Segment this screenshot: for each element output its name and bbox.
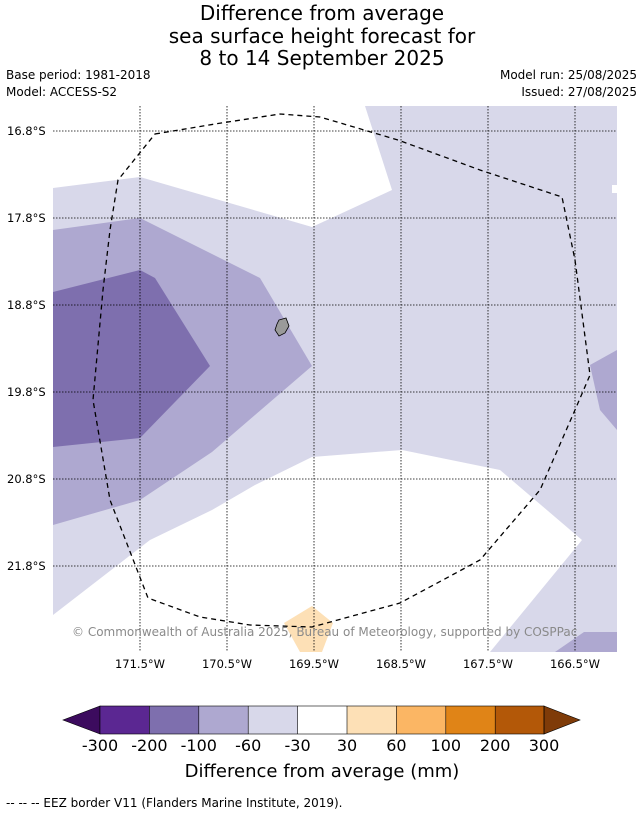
model-run: Model run: 25/08/2025 — [499, 68, 637, 82]
meta-right: Model run: 25/08/2025 Issued: 27/08/2025 — [500, 67, 637, 101]
colorbar-tick-9: 200 — [479, 736, 511, 755]
lon-label-2: 170.5°W — [201, 657, 253, 671]
title-line-3: 8 to 14 September 2025 — [199, 46, 445, 70]
colorbar-bin-9 — [495, 706, 544, 734]
eez-border-legend: -- -- -- EEZ border V11 (Flanders Marine… — [6, 796, 343, 810]
base-period: Base period: 1981-2018 — [6, 68, 151, 82]
lon-label-4: 168.5°W — [375, 657, 427, 671]
colorbar-bin-1 — [100, 706, 150, 734]
colorbar-tick-3: -100 — [180, 736, 217, 755]
lat-label-2: 17.8°S — [7, 211, 46, 225]
lon-label-5: 167.5°W — [462, 657, 514, 671]
meta-left: Base period: 1981-2018 Model: ACCESS-S2 — [6, 67, 151, 101]
field-near-average-north — [53, 106, 392, 227]
colorbar — [62, 705, 581, 735]
title-line-1: Difference from average — [199, 1, 445, 25]
model-name: Model: ACCESS-S2 — [6, 85, 118, 99]
niue-island-land — [274, 317, 290, 337]
colorbar-bin-2 — [149, 706, 199, 734]
lon-label-1: 171.5°W — [114, 657, 166, 671]
colorbar-title: Difference from average (mm) — [184, 761, 460, 782]
colorbar-tick-8: 100 — [430, 736, 462, 755]
colorbar-tick-10: 300 — [528, 736, 560, 755]
colorbar-bin-3 — [198, 706, 249, 734]
colorbar-tick-2: -200 — [131, 736, 168, 755]
colorbar-tick-4: -60 — [235, 736, 262, 755]
chart-title: Difference from average sea surface heig… — [0, 2, 644, 70]
lat-label-1: 16.8°S — [7, 124, 46, 138]
colorbar-bin-7 — [396, 706, 446, 734]
colorbar-tick-6: 30 — [336, 736, 358, 755]
colorbar-bin-8 — [445, 706, 496, 734]
field-plus30-60 — [284, 606, 333, 652]
field-minus100-200 — [53, 270, 210, 447]
lat-label-5: 20.8°S — [7, 472, 46, 486]
lon-label-3: 169.5°W — [288, 657, 340, 671]
lat-label-4: 19.8°S — [7, 385, 46, 399]
field-near-average-south — [53, 450, 582, 652]
colorbar-extend-high — [543, 705, 581, 735]
field-near-average-east — [612, 185, 617, 193]
colorbar-bin-4 — [248, 706, 298, 734]
lon-label-6: 166.5°W — [549, 657, 601, 671]
lat-label-6: 21.8°S — [7, 559, 46, 573]
colorbar-extend-low — [62, 705, 101, 735]
map-gridlines — [53, 106, 617, 652]
colorbar-bin-5 — [297, 706, 347, 734]
title-line-2: sea surface height forecast for — [168, 23, 476, 48]
eez-border — [92, 113, 591, 628]
colorbar-tick-5: -30 — [284, 736, 311, 755]
colorbar-tick-7: 60 — [386, 736, 407, 755]
anomaly-field — [53, 106, 617, 652]
field-minus60-100-southeast — [555, 632, 617, 652]
lat-label-3: 18.8°S — [7, 298, 46, 312]
field-minus60-100-east — [590, 350, 617, 430]
issued-date: Issued: 27/08/2025 — [521, 85, 637, 99]
copyright-notice: © Commonwealth of Australia 2025, Bureau… — [72, 625, 578, 639]
colorbar-tick-1: -300 — [81, 736, 119, 755]
colorbar-bin-6 — [347, 706, 397, 734]
